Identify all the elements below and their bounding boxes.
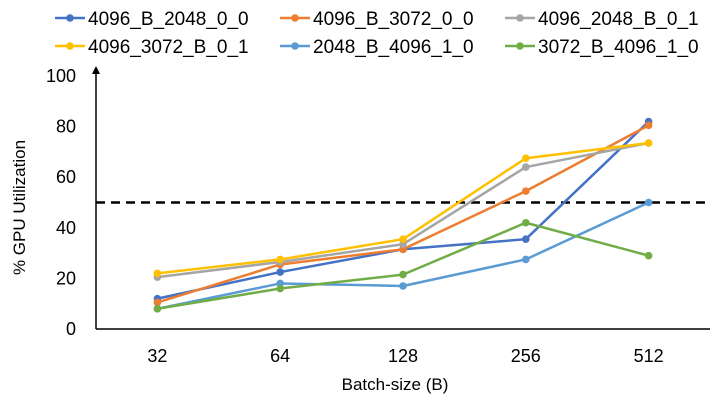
data-point <box>522 187 530 195</box>
data-point <box>644 198 653 207</box>
data-point <box>522 235 530 243</box>
legend-label: 4096_3072_B_0_1 <box>88 37 249 58</box>
data-point <box>276 268 285 276</box>
data-point <box>644 121 653 130</box>
legend-item: 4096_B_2048_0_0 <box>55 9 249 30</box>
legend-item: 4096_B_3072_0_0 <box>280 9 474 30</box>
data-point <box>522 218 530 227</box>
legend-item: 4096_3072_B_0_1 <box>55 37 249 58</box>
series-4096_2048_B_0_1 <box>153 139 653 281</box>
data-point <box>276 284 285 293</box>
x-tick-label: 32 <box>147 346 167 366</box>
y-axis-arrow <box>92 66 100 74</box>
data-point <box>153 304 162 313</box>
data-point <box>644 251 653 260</box>
data-point <box>399 282 407 290</box>
series-line <box>157 141 649 279</box>
series-3072_B_4096_1_0 <box>153 218 653 313</box>
series-line <box>157 201 650 310</box>
series-line <box>157 141 649 275</box>
legend-marker <box>291 14 299 22</box>
data-point <box>644 139 653 147</box>
data-point <box>276 255 285 264</box>
data-point <box>522 163 530 171</box>
legend-marker <box>516 42 524 50</box>
y-tick-label: 80 <box>56 117 76 137</box>
data-point <box>399 235 407 243</box>
legend-label: 4096_B_3072_0_0 <box>313 9 474 30</box>
x-axis-title: Batch-size (B) <box>342 375 449 394</box>
legend-item: 2048_B_4096_1_0 <box>280 37 474 58</box>
y-tick-label: 100 <box>46 66 76 86</box>
y-tick-label: 60 <box>56 167 76 187</box>
legend-item: 3072_B_4096_1_0 <box>505 37 699 58</box>
legend-label: 2048_B_4096_1_0 <box>313 37 474 58</box>
series-4096_B_3072_0_0 <box>153 121 653 307</box>
legend-label: 4096_B_2048_0_0 <box>88 9 249 30</box>
legend-marker <box>516 14 524 22</box>
data-point <box>522 255 530 264</box>
data-point <box>153 298 162 307</box>
x-tick-label: 256 <box>511 346 541 366</box>
y-tick-label: 40 <box>56 218 76 238</box>
legend-marker <box>66 42 74 50</box>
series-2048_B_4096_1_0 <box>153 198 653 313</box>
legend-label: 4096_2048_B_0_1 <box>538 9 699 30</box>
data-point <box>399 270 407 279</box>
x-tick-label: 64 <box>270 346 290 366</box>
legend-label: 3072_B_4096_1_0 <box>538 37 699 58</box>
series-group <box>153 117 653 313</box>
data-point <box>522 154 530 163</box>
y-axis-title: % GPU Utilization <box>10 140 29 275</box>
y-tick-label: 20 <box>56 268 76 288</box>
data-point <box>153 269 162 278</box>
legend-item: 4096_2048_B_0_1 <box>505 9 699 30</box>
x-tick-label: 512 <box>634 346 664 366</box>
legend-marker <box>66 14 74 22</box>
legend: 4096_B_2048_0_0 4096_B_3072_0_0 4096_2048_… <box>55 9 699 58</box>
y-tick-label: 0 <box>66 319 76 339</box>
legend-marker <box>291 42 299 50</box>
series-4096_3072_B_0_1 <box>153 139 653 278</box>
x-tick-label: 128 <box>388 346 418 366</box>
axes: 0 20 40 60 80 100 32 64 128 256 512 <box>46 66 710 366</box>
